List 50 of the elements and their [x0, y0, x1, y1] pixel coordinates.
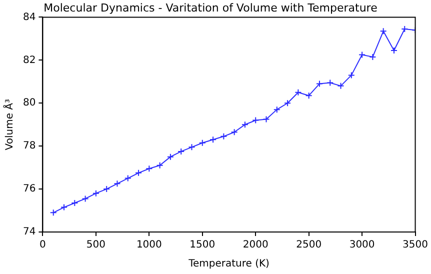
point [146, 165, 153, 172]
point [82, 195, 89, 202]
point [262, 116, 270, 123]
point [401, 26, 408, 33]
x-tick-label: 3500 [402, 240, 428, 251]
point [71, 200, 78, 206]
point [60, 204, 68, 211]
point [241, 121, 248, 128]
point [103, 186, 110, 193]
point [198, 139, 206, 146]
point [252, 116, 260, 124]
y-tick-label: 82 [22, 54, 36, 66]
y-tick-label: 80 [22, 98, 36, 109]
point [348, 72, 355, 79]
point [326, 79, 334, 86]
x-tick-label: 1000 [136, 240, 162, 251]
point [273, 106, 280, 114]
point [220, 132, 228, 140]
point [369, 53, 376, 60]
point [135, 169, 142, 176]
point [92, 190, 100, 197]
point [305, 92, 312, 100]
point [188, 144, 196, 151]
point [114, 180, 121, 188]
point [380, 28, 387, 35]
x-tick-label: 2000 [242, 240, 268, 251]
point [390, 46, 398, 54]
point [294, 88, 302, 96]
point [284, 100, 292, 107]
point [337, 82, 344, 90]
x-tick-label: 2500 [296, 240, 322, 251]
point [166, 153, 174, 160]
point [316, 80, 323, 88]
y-tick-label: 74 [22, 226, 36, 238]
x-axis-title: Temperature (K) [188, 258, 270, 270]
point [358, 51, 366, 58]
point [124, 174, 132, 182]
x-tick-label: 3000 [349, 240, 375, 251]
x-tick-label: 500 [86, 240, 106, 251]
y-axis-title: Volume Å³ [2, 98, 16, 150]
point [178, 148, 185, 155]
y-tick-label: 78 [22, 140, 36, 152]
point [210, 136, 217, 144]
x-tick-label: 0 [40, 240, 46, 251]
x-tick-label: 1500 [190, 240, 216, 251]
y-tick-label: 84 [22, 12, 36, 23]
point [230, 128, 238, 136]
point [156, 162, 164, 169]
y-tick-label: 76 [22, 184, 36, 195]
chart-title: Molecular Dynamics - Varitation of Volume with Temperature [44, 1, 378, 14]
